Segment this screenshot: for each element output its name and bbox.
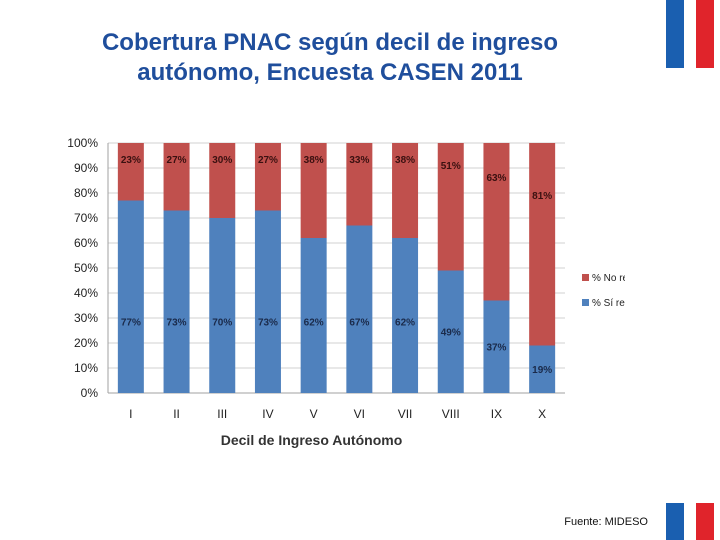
- bar-no-recibe: [209, 143, 236, 218]
- bar-no-recibe: [163, 143, 190, 211]
- flag-white-stripe: [684, 503, 696, 540]
- x-tick-label: I: [129, 407, 132, 421]
- bar-si-recibe: [529, 345, 556, 393]
- y-tick-label: 100%: [67, 136, 98, 150]
- flag-blue-stripe: [666, 0, 684, 68]
- data-label-no: 27%: [258, 155, 278, 166]
- data-label-si: 73%: [258, 318, 278, 329]
- x-tick-label: II: [173, 407, 180, 421]
- data-label-no: 63%: [486, 173, 506, 184]
- bar-si-recibe: [300, 238, 327, 393]
- bar-no-recibe: [437, 143, 464, 271]
- bar-si-recibe: [483, 300, 510, 393]
- data-label-no: 38%: [395, 155, 415, 166]
- data-label-no: 81%: [532, 191, 552, 202]
- bar-si-recibe: [209, 218, 236, 393]
- bar-no-recibe: [483, 143, 510, 301]
- bar-si-recibe: [346, 225, 373, 393]
- x-tick-label: VI: [354, 407, 365, 421]
- data-label-si: 70%: [212, 318, 232, 329]
- x-axis-title: Decil de Ingreso Autónomo: [221, 432, 403, 448]
- bar-no-recibe: [346, 143, 373, 226]
- bar-no-recibe: [529, 143, 556, 346]
- y-tick-label: 40%: [74, 286, 98, 300]
- data-label-no: 27%: [167, 155, 187, 166]
- x-tick-label: X: [538, 407, 546, 421]
- x-tick-label: IX: [491, 407, 502, 421]
- data-label-no: 51%: [441, 161, 461, 172]
- y-tick-label: 90%: [74, 161, 98, 175]
- flag-red-stripe: [696, 503, 714, 540]
- source-note: Fuente: MIDESO: [564, 516, 648, 528]
- flag-red-stripe: [696, 0, 714, 68]
- legend-swatch: [582, 299, 589, 306]
- data-label-no: 33%: [349, 155, 369, 166]
- y-tick-label: 70%: [74, 211, 98, 225]
- x-tick-label: IV: [262, 407, 273, 421]
- bar-si-recibe: [392, 238, 419, 393]
- y-tick-label: 50%: [74, 261, 98, 275]
- y-tick-label: 0%: [81, 386, 99, 400]
- y-tick-label: 60%: [74, 236, 98, 250]
- y-tick-label: 80%: [74, 186, 98, 200]
- data-label-si: 62%: [395, 318, 415, 329]
- legend-swatch: [582, 274, 589, 281]
- data-label-no: 38%: [304, 155, 324, 166]
- y-tick-label: 20%: [74, 336, 98, 350]
- bar-si-recibe: [437, 270, 464, 393]
- data-label-no: 23%: [121, 155, 141, 166]
- bar-no-recibe: [254, 143, 281, 211]
- flag-blue-stripe: [666, 503, 684, 540]
- data-label-si: 49%: [441, 328, 461, 339]
- bar-si-recibe: [254, 210, 281, 393]
- flag-decoration-bottom: [666, 503, 714, 540]
- x-tick-label: VII: [398, 407, 413, 421]
- data-label-si: 19%: [532, 365, 552, 376]
- y-tick-label: 10%: [74, 361, 98, 375]
- x-tick-label: VIII: [442, 407, 460, 421]
- flag-decoration-top: [666, 0, 714, 68]
- stacked-bar-chart: 0% 10% 20% 30% 40% 50% 60% 70% 80% 90% 100% 77% 23% I…: [67, 136, 625, 448]
- bar-si-recibe: [163, 210, 190, 393]
- x-tick-label: V: [310, 407, 318, 421]
- x-tick-label: III: [217, 407, 227, 421]
- bar-no-recibe: [300, 143, 327, 238]
- data-label-si: 73%: [167, 318, 187, 329]
- y-tick-label: 30%: [74, 311, 98, 325]
- data-label-si: 67%: [349, 318, 369, 329]
- data-label-no: 30%: [212, 155, 232, 166]
- data-label-si: 37%: [486, 343, 506, 354]
- bar-si-recibe: [117, 200, 144, 393]
- title-line-2: autónomo, Encuesta CASEN 2011: [137, 59, 523, 86]
- bar-no-recibe: [392, 143, 419, 238]
- data-label-si: 62%: [304, 318, 324, 329]
- flag-white-stripe: [684, 0, 696, 68]
- data-label-si: 77%: [121, 318, 141, 329]
- legend-label: % Sí recibe: [592, 298, 625, 309]
- title-line-1: Cobertura PNAC según decil de ingreso: [101, 29, 559, 56]
- page-title: Cobertura PNAC según decil de ingreso au…: [30, 28, 630, 88]
- legend-label: % No recibe: [592, 273, 625, 284]
- bar-no-recibe: [117, 143, 144, 201]
